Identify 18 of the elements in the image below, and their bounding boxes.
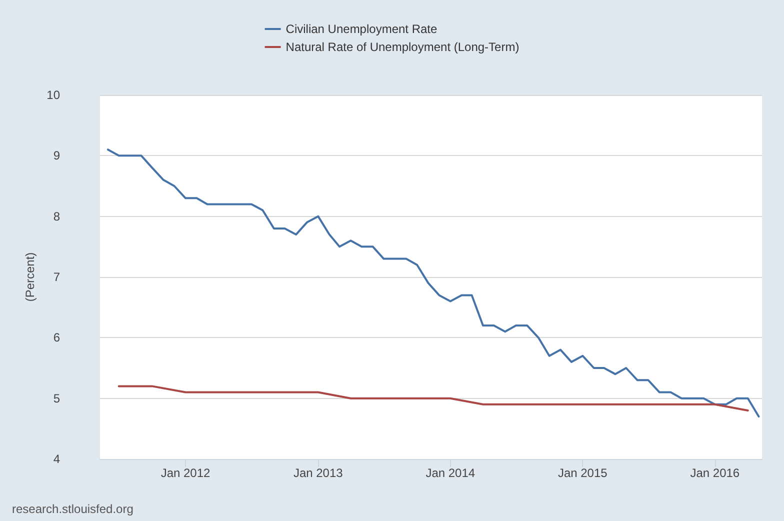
- y-tick-label: 9: [53, 148, 60, 163]
- y-tick-label: 7: [53, 270, 60, 284]
- legend-label: Civilian Unemployment Rate: [286, 22, 438, 36]
- y-tick-label: 4: [53, 452, 60, 466]
- y-tick-label: 8: [53, 209, 60, 224]
- y-tick-label: 10: [46, 88, 60, 102]
- x-tick-label: Jan 2014: [426, 466, 476, 480]
- line-series: [118, 385, 749, 412]
- x-tick-label: Jan 2013: [293, 466, 344, 480]
- legend-label: Natural Rate of Unemployment (Long-Term): [286, 40, 520, 54]
- text: research.stlouisfed.org: [12, 502, 134, 516]
- y-tick-label: 6: [53, 330, 60, 345]
- x-tick-label: Jan 2015: [558, 466, 608, 480]
- x-tick-label: Jan 2016: [690, 466, 740, 480]
- y-axis-title: (Percent): [22, 252, 37, 302]
- x-tick-label: Jan 2012: [160, 466, 211, 480]
- y-tick-label: 5: [53, 391, 60, 406]
- line-series: [106, 148, 760, 418]
